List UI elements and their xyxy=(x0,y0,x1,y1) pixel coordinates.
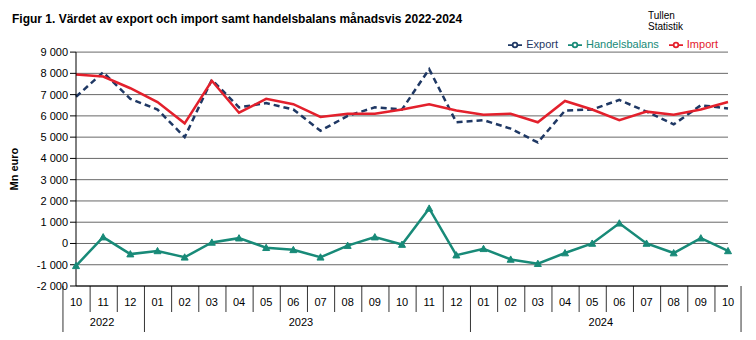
svg-text:6 000: 6 000 xyxy=(40,110,68,122)
svg-text:2022: 2022 xyxy=(90,316,114,328)
svg-text:10: 10 xyxy=(70,296,82,308)
svg-text:12: 12 xyxy=(124,296,136,308)
svg-text:2023: 2023 xyxy=(289,316,313,328)
svg-text:09: 09 xyxy=(369,296,381,308)
svg-text:-1 000: -1 000 xyxy=(37,259,68,271)
svg-text:11: 11 xyxy=(423,296,434,308)
svg-text:Mn euro: Mn euro xyxy=(8,147,20,190)
html-text:Handelsbalans: Handelsbalans xyxy=(586,38,659,50)
svg-text:05: 05 xyxy=(586,296,598,308)
svg-text:08: 08 xyxy=(668,296,680,308)
svg-text:01: 01 xyxy=(151,296,163,308)
svg-text:11: 11 xyxy=(97,296,108,308)
svg-text:12: 12 xyxy=(450,296,462,308)
svg-text:05: 05 xyxy=(260,296,272,308)
svg-text:3 000: 3 000 xyxy=(40,174,68,186)
svg-text:2 000: 2 000 xyxy=(40,195,68,207)
svg-text:04: 04 xyxy=(233,296,245,308)
svg-text:08: 08 xyxy=(342,296,354,308)
svg-text:02: 02 xyxy=(179,296,191,308)
svg-text:1 000: 1 000 xyxy=(40,216,68,228)
html-text:Tullen: Tullen xyxy=(648,10,675,21)
svg-text:06: 06 xyxy=(613,296,625,308)
html-text:Export: Export xyxy=(526,38,558,50)
svg-text:03: 03 xyxy=(532,296,544,308)
html-text:Import: Import xyxy=(686,38,718,50)
svg-text:8 000: 8 000 xyxy=(40,67,68,79)
svg-text:04: 04 xyxy=(559,296,571,308)
html-text:Statistik: Statistik xyxy=(648,21,683,32)
svg-text:07: 07 xyxy=(640,296,652,308)
svg-text:10: 10 xyxy=(396,296,408,308)
svg-text:9 000: 9 000 xyxy=(40,46,68,58)
svg-text:0: 0 xyxy=(62,237,68,249)
svg-text:01: 01 xyxy=(477,296,489,308)
svg-text:2024: 2024 xyxy=(589,316,613,328)
svg-text:02: 02 xyxy=(505,296,517,308)
svg-text:5 000: 5 000 xyxy=(40,131,68,143)
svg-text:-2 000: -2 000 xyxy=(37,280,68,292)
html-text:Figur 1. Värdet av export och: Figur 1. Värdet av export och import sam… xyxy=(12,12,463,26)
svg-text:10: 10 xyxy=(722,296,734,308)
svg-text:7 000: 7 000 xyxy=(40,89,68,101)
svg-text:03: 03 xyxy=(206,296,218,308)
svg-text:06: 06 xyxy=(287,296,299,308)
svg-text:07: 07 xyxy=(314,296,326,308)
svg-text:09: 09 xyxy=(695,296,707,308)
svg-text:4 000: 4 000 xyxy=(40,152,68,164)
